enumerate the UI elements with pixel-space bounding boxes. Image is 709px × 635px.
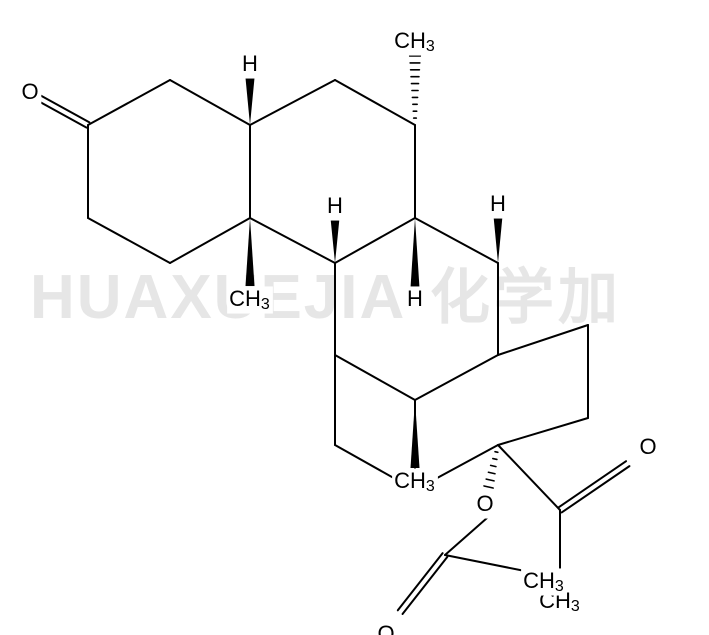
bonds-layer <box>37 56 629 614</box>
atom-label-o23: O <box>377 621 394 635</box>
atom-label-o17: O <box>476 491 493 516</box>
atom-label-h10: H <box>407 286 423 311</box>
atom-label-h11: H <box>490 191 506 216</box>
watermark-text-cn: 化学加 <box>430 264 622 331</box>
watermark: HUAXUEJIA 化学加 <box>30 263 622 332</box>
atom-label-o20: O <box>639 434 656 459</box>
molecule-diagram: HUAXUEJIA化学加OCH3CH3CH3HHHHOCH3OOCH3 <box>0 0 709 635</box>
watermark-text-en: HUAXUEJIA <box>30 263 406 332</box>
atom-label-o5: O <box>21 79 38 104</box>
atom-label-h9: H <box>327 193 343 218</box>
atom-label-h3: H <box>242 51 258 76</box>
